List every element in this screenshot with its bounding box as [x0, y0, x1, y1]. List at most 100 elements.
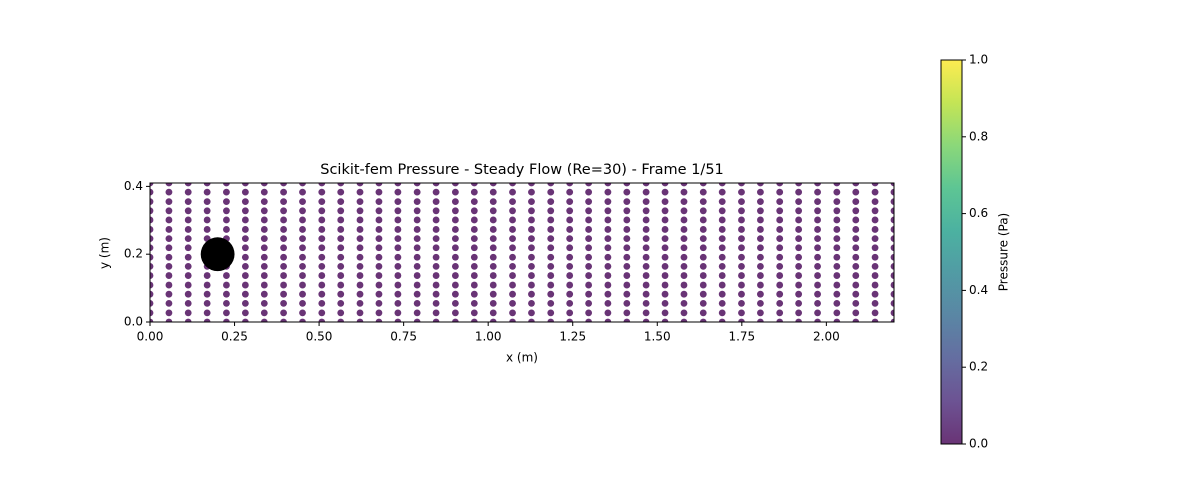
point — [833, 244, 841, 252]
point — [394, 290, 402, 298]
point — [890, 299, 894, 307]
point — [757, 299, 764, 307]
point — [814, 299, 821, 307]
colorbar-tick-label: 0.6 — [969, 206, 988, 220]
point — [241, 216, 249, 224]
point — [150, 188, 154, 196]
point — [356, 272, 364, 279]
point — [299, 290, 306, 298]
point — [604, 299, 612, 307]
point — [718, 188, 726, 196]
point — [489, 299, 497, 307]
point — [833, 318, 841, 322]
point — [280, 263, 287, 270]
point — [699, 253, 707, 261]
point — [566, 281, 574, 289]
point — [509, 309, 516, 317]
point — [776, 216, 784, 224]
point — [795, 318, 803, 322]
point — [394, 244, 402, 252]
point — [356, 309, 364, 317]
point — [547, 263, 555, 270]
point — [260, 188, 268, 196]
point — [757, 309, 764, 317]
point — [299, 226, 306, 233]
point — [890, 207, 894, 215]
point — [337, 198, 345, 206]
point — [890, 235, 894, 242]
point — [528, 207, 535, 215]
point — [260, 244, 268, 252]
point — [150, 235, 154, 242]
point — [661, 263, 669, 270]
point — [757, 235, 764, 243]
point — [833, 281, 841, 289]
point — [356, 290, 364, 298]
point — [852, 263, 860, 270]
plot-frame — [149, 182, 895, 323]
point — [260, 216, 268, 224]
point — [413, 263, 421, 270]
point — [547, 188, 555, 196]
point — [852, 318, 860, 322]
point — [661, 253, 669, 261]
point — [547, 207, 555, 215]
point — [394, 253, 402, 261]
point — [509, 299, 516, 307]
point — [337, 188, 345, 196]
point — [833, 216, 841, 224]
point — [150, 253, 154, 261]
point — [150, 290, 154, 298]
point — [184, 183, 192, 187]
point — [757, 216, 764, 224]
colorbar-tick-label: 1.0 — [969, 53, 988, 67]
point — [528, 272, 535, 279]
point — [680, 226, 688, 233]
point — [795, 188, 803, 196]
point — [260, 318, 268, 322]
point — [413, 281, 421, 289]
point — [184, 207, 192, 215]
point — [260, 309, 268, 317]
point — [585, 207, 593, 215]
point — [699, 244, 707, 252]
point — [757, 290, 764, 298]
point — [623, 244, 631, 252]
point — [337, 235, 345, 243]
point — [509, 207, 516, 215]
point — [585, 299, 593, 307]
point — [623, 226, 631, 233]
point — [489, 235, 497, 243]
point — [223, 207, 230, 215]
point — [814, 216, 821, 224]
point — [699, 281, 707, 289]
point — [680, 207, 688, 215]
point — [280, 207, 287, 215]
point — [661, 281, 669, 289]
point — [566, 272, 574, 279]
point — [241, 188, 249, 196]
point — [642, 183, 650, 187]
point — [680, 183, 688, 187]
point — [604, 244, 612, 252]
point — [184, 299, 192, 307]
point — [699, 207, 707, 215]
point — [528, 216, 535, 224]
point — [795, 183, 803, 187]
colorbar — [940, 59, 963, 445]
point — [356, 188, 364, 196]
point — [356, 183, 364, 187]
point — [260, 263, 268, 270]
point — [260, 290, 268, 298]
point — [642, 198, 650, 206]
point — [280, 226, 287, 233]
point — [776, 244, 784, 252]
point — [280, 235, 287, 243]
point — [566, 244, 574, 252]
point — [528, 309, 535, 317]
point — [470, 318, 478, 322]
point — [738, 318, 745, 322]
point — [413, 226, 421, 233]
point — [241, 198, 249, 206]
point — [852, 188, 860, 196]
